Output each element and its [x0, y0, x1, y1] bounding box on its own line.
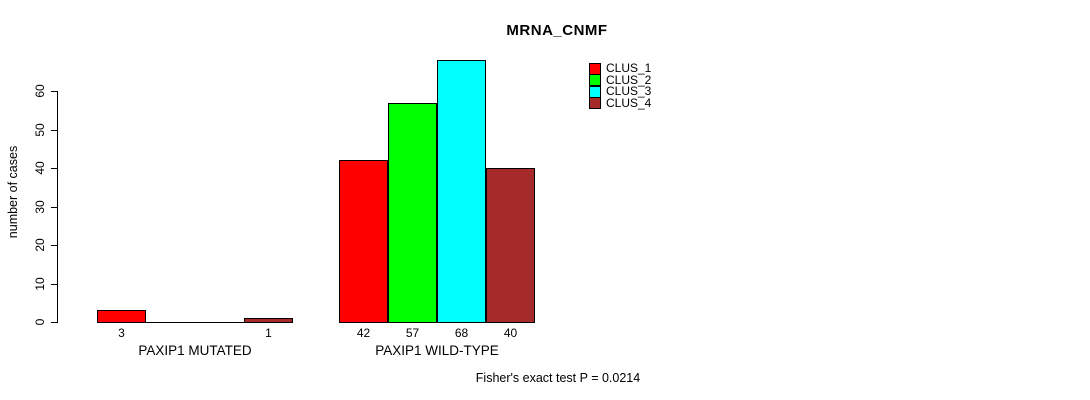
bar-clus_4-group2: [486, 168, 535, 323]
legend-item-clus_1: CLUS_1: [589, 61, 652, 76]
legend: CLUS_1 CLUS_2 CLUS_3 CLUS_4: [589, 61, 652, 110]
y-axis-tick-label: 10: [33, 277, 47, 291]
bar-clus_1-group1: [97, 310, 146, 323]
bar-clus_1-group2: [339, 160, 388, 323]
legend-item-clus_2: CLUS_2: [589, 72, 652, 87]
legend-item-clus_4: CLUS_4: [589, 95, 652, 110]
y-axis-tick: [51, 207, 57, 208]
bar-clus_3-group2: [437, 60, 486, 323]
group-label: PAXIP1 WILD-TYPE: [375, 343, 499, 358]
y-axis-tick-label: 50: [33, 123, 47, 137]
legend-label: CLUS_1: [606, 61, 652, 76]
y-axis-label: number of cases: [6, 145, 20, 239]
y-axis-line: [57, 91, 58, 323]
legend-label: CLUS_4: [606, 95, 652, 110]
y-axis-tick: [51, 168, 57, 169]
bar-value-label: 40: [503, 326, 518, 340]
y-axis-tick-label: 20: [33, 238, 47, 252]
legend-label: CLUS_3: [606, 84, 652, 99]
group-label: PAXIP1 MUTATED: [138, 343, 252, 358]
y-axis-tick: [51, 245, 57, 246]
legend-swatch: [589, 85, 601, 98]
y-axis-tick-label: 30: [33, 200, 47, 214]
y-axis-tick-label: 0: [33, 318, 47, 326]
bar-value-label: 42: [356, 326, 371, 340]
fisher-test-annotation: Fisher's exact test P = 0.0214: [475, 371, 641, 385]
bar-value-label: 68: [454, 326, 469, 340]
bar-value-label: 57: [405, 326, 420, 340]
chart-title: MRNA_CNMF: [506, 22, 608, 39]
group-baseline: [97, 322, 293, 323]
bar-value-label: 3: [118, 326, 125, 340]
y-axis-tick-label: 60: [33, 84, 47, 98]
y-axis-tick-label: 40: [33, 161, 47, 175]
bar-clus_2-group2: [388, 102, 437, 323]
legend-label: CLUS_2: [606, 72, 652, 87]
legend-swatch: [589, 74, 601, 87]
legend-item-clus_3: CLUS_3: [589, 84, 652, 99]
bar-value-label: 1: [265, 326, 272, 340]
y-axis-tick: [51, 284, 57, 285]
y-axis-tick: [51, 91, 57, 92]
y-axis-tick: [51, 130, 57, 131]
y-axis-tick: [51, 322, 57, 323]
bar-clus_4-group1: [244, 318, 293, 323]
legend-swatch: [589, 62, 601, 75]
legend-swatch: [589, 97, 601, 110]
